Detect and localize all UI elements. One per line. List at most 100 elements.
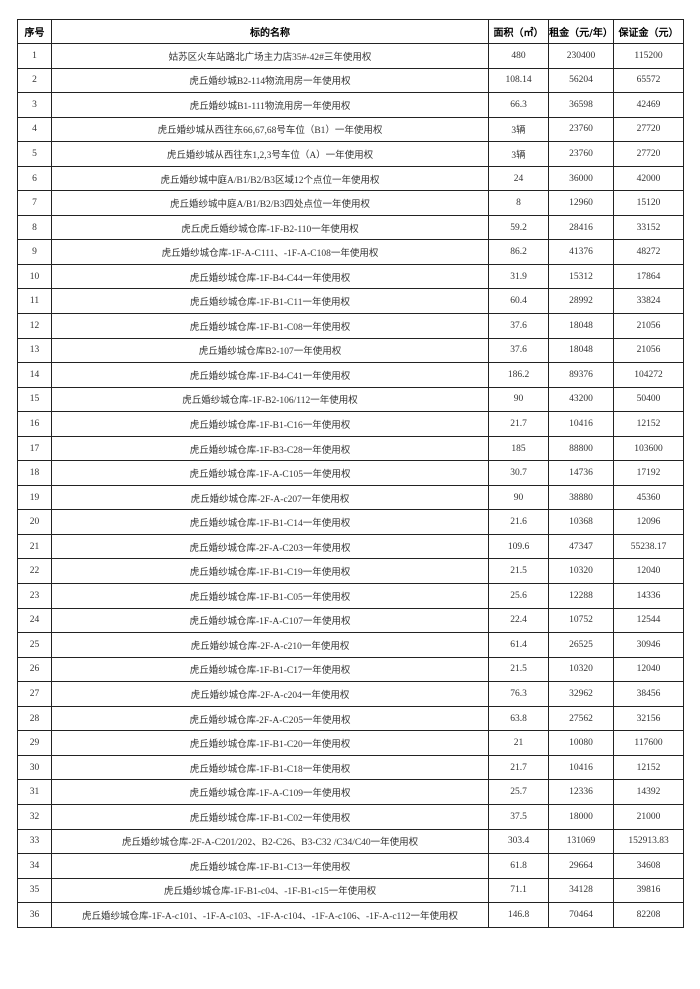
cell-index: 26 xyxy=(17,656,52,683)
table-row: 12 虎丘婚纱城仓库-1F-B1-C08一年使用权 37.6 18048 21056 xyxy=(17,313,684,339)
cell-rent: 10080 xyxy=(548,730,614,756)
cell-item-name: 虎丘婚纱城仓库-1F-B1-C08一年使用权 xyxy=(51,313,489,339)
cell-item-name: 虎丘婚纱城从西往东66,67,68号车位（B1）一年使用权 xyxy=(51,116,489,143)
cell-item-name: 虎丘婚纱城仓库-1F-A-C109一年使用权 xyxy=(51,779,489,805)
cell-area: 71.1 xyxy=(488,877,549,904)
table-row: 9 虎丘婚纱城仓库-1F-A-C111、-1F-A-C108一年使用权 86.2 41… xyxy=(17,239,684,265)
cell-item-name: 虎丘婚纱城仓库-2F-A-c204一年使用权 xyxy=(51,681,489,707)
cell-index: 18 xyxy=(17,460,52,486)
cell-index: 31 xyxy=(17,779,52,805)
cell-rent: 28992 xyxy=(548,288,614,315)
table-body: 1 姑苏区火车站路北广场主力店35#-42#三年使用权 480 230400 11520… xyxy=(17,43,684,928)
cell-item-name: 虎丘婚纱城仓库B2-107一年使用权 xyxy=(51,337,489,364)
cell-rent: 29664 xyxy=(548,853,614,879)
table-row: 35 虎丘婚纱城仓库-1F-B1-c04、-1F-B1-c15一年使用权 71.1 3… xyxy=(17,877,684,904)
cell-item-name: 虎丘婚纱城仓库-1F-B1-C14一年使用权 xyxy=(51,509,489,535)
cell-index: 9 xyxy=(17,239,52,265)
cell-deposit: 12544 xyxy=(613,607,684,634)
header-item-name: 标的名称 xyxy=(51,19,489,44)
cell-index: 8 xyxy=(17,214,52,241)
cell-rent: 18048 xyxy=(548,313,614,339)
cell-index: 19 xyxy=(17,484,52,511)
cell-area: 90 xyxy=(488,386,549,413)
cell-area: 61.4 xyxy=(488,632,549,658)
cell-rent: 10320 xyxy=(548,656,614,683)
cell-rent: 70464 xyxy=(548,902,614,928)
header-deposit: 保证金（元） xyxy=(613,19,684,44)
cell-index: 21 xyxy=(17,533,52,560)
cell-item-name: 虎丘婚纱城仓库-2F-A-C203一年使用权 xyxy=(51,533,489,560)
cell-deposit: 12040 xyxy=(613,656,684,683)
cell-area: 480 xyxy=(488,43,549,69)
cell-rent: 14736 xyxy=(548,460,614,486)
table-row: 30 虎丘婚纱城仓库-1F-B1-C18一年使用权 21.7 10416 12152 xyxy=(17,754,684,781)
table-row: 21 虎丘婚纱城仓库-2F-A-C203一年使用权 109.6 47347 55238.… xyxy=(17,533,684,560)
cell-index: 14 xyxy=(17,362,52,388)
table-row: 31 虎丘婚纱城仓库-1F-A-C109一年使用权 25.7 12336 14392 xyxy=(17,779,684,805)
cell-item-name: 虎丘婚纱城仓库-2F-A-c210一年使用权 xyxy=(51,632,489,658)
cell-index: 30 xyxy=(17,754,52,781)
cell-deposit: 30946 xyxy=(613,632,684,658)
cell-area: 21.5 xyxy=(488,558,549,585)
table-row: 27 虎丘婚纱城仓库-2F-A-c204一年使用权 76.3 32962 38456 xyxy=(17,681,684,707)
cell-area: 303.4 xyxy=(488,828,549,855)
cell-index: 13 xyxy=(17,337,52,364)
cell-rent: 47347 xyxy=(548,533,614,560)
cell-rent: 38880 xyxy=(548,484,614,511)
cell-index: 2 xyxy=(17,67,52,94)
cell-index: 35 xyxy=(17,877,52,904)
cell-index: 34 xyxy=(17,853,52,879)
cell-rent: 43200 xyxy=(548,386,614,413)
cell-item-name: 虎丘婚纱城仓库-1F-B1-C20一年使用权 xyxy=(51,730,489,756)
table-row: 1 姑苏区火车站路北广场主力店35#-42#三年使用权 480 230400 11520… xyxy=(17,43,684,69)
cell-item-name: 虎丘婚纱城B1-111物流用房一年使用权 xyxy=(51,92,489,118)
cell-deposit: 34608 xyxy=(613,853,684,879)
table-row: 24 虎丘婚纱城仓库-1F-A-C107一年使用权 22.4 10752 12544 xyxy=(17,607,684,634)
cell-area: 30.7 xyxy=(488,460,549,486)
cell-area: 24 xyxy=(488,165,549,192)
cell-item-name: 虎丘婚纱城仓库-1F-B3-C28一年使用权 xyxy=(51,435,489,462)
cell-index: 36 xyxy=(17,902,52,928)
cell-rent: 18048 xyxy=(548,337,614,364)
cell-rent: 32962 xyxy=(548,681,614,707)
cell-deposit: 14336 xyxy=(613,583,684,609)
cell-index: 23 xyxy=(17,583,52,609)
cell-index: 4 xyxy=(17,116,52,143)
cell-item-name: 虎丘婚纱城仓库-1F-B1-C16一年使用权 xyxy=(51,411,489,437)
cell-area: 37.5 xyxy=(488,803,549,830)
cell-deposit: 27720 xyxy=(613,116,684,143)
cell-index: 1 xyxy=(17,43,52,69)
cell-area: 63.8 xyxy=(488,705,549,732)
cell-rent: 10320 xyxy=(548,558,614,585)
cell-area: 21.7 xyxy=(488,411,549,437)
cell-area: 186.2 xyxy=(488,362,549,388)
cell-area: 3辆 xyxy=(488,116,549,143)
cell-item-name: 虎丘婚纱城仓库-1F-B2-106/112一年使用权 xyxy=(51,386,489,413)
table-row: 32 虎丘婚纱城仓库-1F-B1-C02一年使用权 37.5 18000 21000 xyxy=(17,803,684,830)
table-row: 6 虎丘婚纱城中庭A/B1/B2/B3区域12个点位一年使用权 24 36000 420… xyxy=(17,165,684,192)
table-row: 3 虎丘婚纱城B1-111物流用房一年使用权 66.3 36598 42469 xyxy=(17,92,684,118)
cell-area: 25.6 xyxy=(488,583,549,609)
cell-area: 60.4 xyxy=(488,288,549,315)
cell-index: 16 xyxy=(17,411,52,437)
table-row: 14 虎丘婚纱城仓库-1F-B4-C41一年使用权 186.2 89376 104272 xyxy=(17,362,684,388)
cell-rent: 10416 xyxy=(548,754,614,781)
cell-deposit: 115200 xyxy=(613,43,684,69)
cell-area: 22.4 xyxy=(488,607,549,634)
cell-index: 29 xyxy=(17,730,52,756)
cell-item-name: 虎丘婚纱城仓库-2F-A-C205一年使用权 xyxy=(51,705,489,732)
cell-area: 146.8 xyxy=(488,902,549,928)
cell-deposit: 12040 xyxy=(613,558,684,585)
cell-item-name: 虎丘虎丘婚纱城仓库-1F-B2-110一年使用权 xyxy=(51,214,489,241)
cell-deposit: 55238.17 xyxy=(613,533,684,560)
cell-deposit: 15120 xyxy=(613,190,684,216)
cell-rent: 27562 xyxy=(548,705,614,732)
cell-area: 21.6 xyxy=(488,509,549,535)
cell-rent: 36598 xyxy=(548,92,614,118)
table-row: 34 虎丘婚纱城仓库-1F-B1-C13一年使用权 61.8 29664 34608 xyxy=(17,853,684,879)
table-row: 15 虎丘婚纱城仓库-1F-B2-106/112一年使用权 90 43200 50400 xyxy=(17,386,684,413)
cell-area: 31.9 xyxy=(488,263,549,290)
cell-rent: 28416 xyxy=(548,214,614,241)
cell-item-name: 虎丘婚纱城仓库-1F-B1-C19一年使用权 xyxy=(51,558,489,585)
cell-rent: 23760 xyxy=(548,141,614,167)
